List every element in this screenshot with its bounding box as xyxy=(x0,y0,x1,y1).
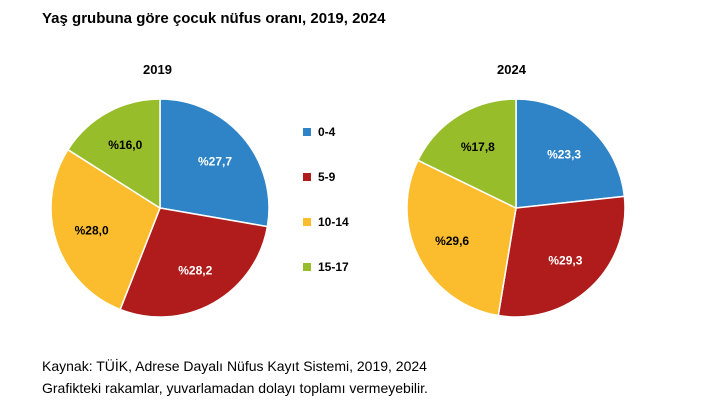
legend-label: 15-17 xyxy=(318,260,349,274)
data-label-2019-0-4: %27,7 xyxy=(198,155,232,169)
footer: Kaynak: TÜİK, Adrese Dayalı Nüfus Kayıt … xyxy=(42,355,428,399)
data-label-2019-5-9: %28,2 xyxy=(178,264,212,278)
legend-swatch xyxy=(303,218,311,226)
pie-slice-2024-0-4 xyxy=(515,98,626,209)
legend-label: 5-9 xyxy=(318,170,336,184)
rounding-note: Grafikteki rakamlar, yuvarlamadan dolayı… xyxy=(42,380,428,396)
chart-title-2024: 2024 xyxy=(497,62,526,77)
legend-item-5-9: 5-9 xyxy=(303,170,349,184)
data-label-2024-10-14: %29,6 xyxy=(435,234,469,248)
source-note: Kaynak: TÜİK, Adrese Dayalı Nüfus Kayıt … xyxy=(42,358,427,374)
data-label-2024-15-17: %17,8 xyxy=(461,140,495,154)
data-label-2019-10-14: %28,0 xyxy=(75,223,109,237)
legend-item-15-17: 15-17 xyxy=(303,260,349,274)
pie-slice-2019-10-14 xyxy=(50,148,161,311)
page-title: Yaş grubuna göre çocuk nüfus oranı, 2019… xyxy=(42,10,386,27)
legend-item-10-14: 10-14 xyxy=(303,215,349,229)
pie-slice-2024-15-17 xyxy=(416,98,517,210)
legend-label: 10-14 xyxy=(318,215,349,229)
pie-slice-2024-10-14 xyxy=(406,159,517,317)
chart-title-2019: 2019 xyxy=(143,62,172,77)
legend-label: 0-4 xyxy=(318,125,336,139)
legend-swatch xyxy=(303,263,311,271)
data-label-2019-15-17: %16,0 xyxy=(108,138,142,152)
data-label-2024-5-9: %29,3 xyxy=(548,253,582,267)
pie-slice-2019-15-17 xyxy=(66,98,161,210)
legend-swatch xyxy=(303,173,311,181)
data-label-2024-0-4: %23,3 xyxy=(547,147,581,161)
legend: 0-4 5-9 10-14 15-17 xyxy=(303,125,349,306)
pie-slice-2024-5-9 xyxy=(497,195,626,318)
legend-item-0-4: 0-4 xyxy=(303,125,349,139)
pie-slice-2019-0-4 xyxy=(159,98,270,228)
pie-slice-2019-5-9 xyxy=(119,207,269,318)
legend-swatch xyxy=(303,128,311,136)
